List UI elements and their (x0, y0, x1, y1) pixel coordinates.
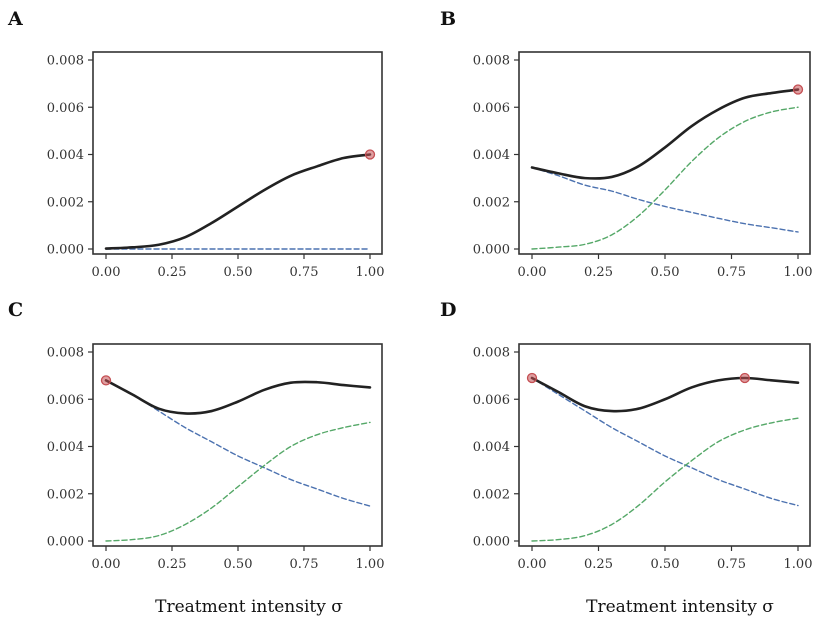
optimum-marker (739, 372, 750, 384)
plot-frame (518, 343, 811, 547)
x-tick-label: 0.50 (224, 265, 253, 280)
x-tick-label: 0.25 (158, 557, 187, 572)
y-tick-label: 0.008 (47, 54, 84, 69)
y-tick-label: 0.002 (47, 487, 84, 502)
y-tick-label: 0.000 (47, 535, 84, 550)
optimum-marker (100, 375, 112, 386)
panel-d: D Treatment intensity σ 0.000 0.002 0.004 0… (440, 299, 812, 617)
y-tick-label: 0.004 (473, 148, 510, 163)
y-tick-label: 0.002 (473, 487, 510, 502)
series-line-dashed (531, 377, 799, 507)
x-tick-label: 1.00 (784, 265, 813, 280)
y-tick-label: 0.008 (473, 346, 510, 361)
y-tick-label: 0.006 (473, 101, 510, 116)
x-tick-label: 0.25 (584, 557, 613, 572)
y-tick-label: 0.000 (473, 535, 510, 550)
y-tick-label: 0.004 (47, 148, 84, 163)
plot-frame (92, 343, 383, 547)
y-tick-label: 0.006 (47, 101, 84, 116)
x-tick-label: 0.75 (717, 265, 746, 280)
panel-c: C Treatment intensity σ 0.000 0.002 0.004 0… (8, 299, 384, 617)
optimum-marker (526, 372, 538, 384)
x-tick-label: 0.75 (290, 557, 319, 572)
optimum-marker (792, 84, 804, 95)
series-line-total (104, 379, 372, 415)
x-tick-label: 0.25 (158, 265, 187, 280)
x-tick-label: 0.00 (92, 265, 121, 280)
x-tick-label: 0.00 (518, 557, 547, 572)
y-tick-label: 0.002 (47, 195, 84, 210)
series-line-dashed (531, 417, 799, 542)
x-tick-label: 0.00 (518, 265, 547, 280)
series-line-total (530, 376, 800, 413)
y-tick-label: 0.004 (473, 440, 510, 455)
x-tick-label: 1.00 (356, 265, 385, 280)
panel-b-label: B (440, 8, 456, 30)
y-tick-label: 0.000 (47, 243, 84, 258)
x-tick-label: 0.25 (584, 265, 613, 280)
x-tick-label: 1.00 (356, 557, 385, 572)
panel-d-label: D (440, 299, 456, 321)
x-tick-label: 0.50 (651, 265, 680, 280)
optimum-marker (364, 149, 376, 160)
x-tick-label: 0.50 (651, 557, 680, 572)
x-tick-label: 0.00 (92, 557, 121, 572)
x-axis-label: Treatment intensity σ (586, 597, 774, 617)
series-line-dashed (531, 166, 799, 233)
panel-c-label: C (8, 299, 23, 321)
y-tick-label: 0.006 (47, 393, 84, 408)
series-line-dashed (531, 106, 799, 250)
series-line-dashed (105, 421, 371, 542)
panel-a-label: A (7, 8, 23, 30)
y-tick-label: 0.004 (47, 440, 84, 455)
series-line-total (104, 153, 372, 250)
x-tick-label: 0.50 (224, 557, 253, 572)
x-tick-label: 1.00 (784, 557, 813, 572)
x-tick-label: 0.75 (290, 265, 319, 280)
panel-b: B 0.000 0.002 0.004 0.006 0.008 0.00 0.25 0.50 0… (440, 8, 812, 280)
x-axis-label: Treatment intensity σ (155, 597, 343, 617)
series-line-total (530, 88, 800, 180)
y-tick-label: 0.008 (473, 54, 510, 69)
x-tick-label: 0.75 (717, 557, 746, 572)
y-tick-label: 0.006 (473, 393, 510, 408)
y-tick-label: 0.002 (473, 195, 510, 210)
plot-frame (518, 51, 811, 255)
y-tick-label: 0.008 (47, 346, 84, 361)
panel-a: A 0.000 0.002 0.004 0.006 0.008 0.00 0.25 0.50 0… (7, 8, 384, 280)
plot-frame (92, 51, 383, 255)
y-tick-label: 0.000 (473, 243, 510, 258)
